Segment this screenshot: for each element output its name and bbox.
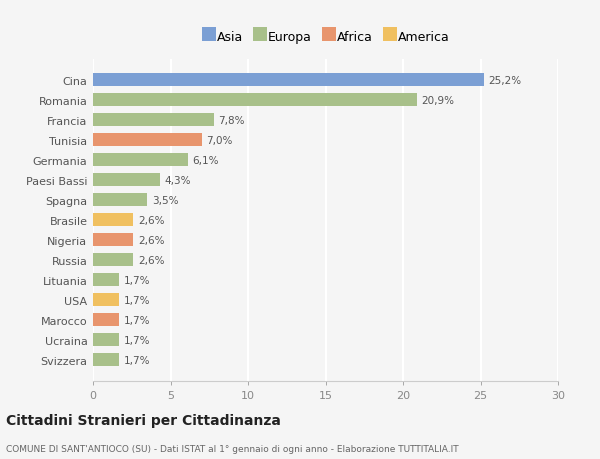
Bar	[93, 134, 202, 147]
Bar	[93, 154, 188, 167]
Bar	[93, 174, 160, 187]
Text: 1,7%: 1,7%	[124, 335, 151, 345]
Text: 20,9%: 20,9%	[422, 96, 455, 106]
Text: 7,8%: 7,8%	[218, 116, 245, 126]
Text: 2,6%: 2,6%	[138, 235, 164, 245]
Bar	[93, 214, 133, 227]
Text: 6,1%: 6,1%	[192, 156, 218, 166]
Bar	[93, 254, 133, 267]
Text: 25,2%: 25,2%	[488, 76, 521, 86]
Bar	[93, 94, 417, 107]
Text: 3,5%: 3,5%	[152, 196, 178, 205]
Text: 4,3%: 4,3%	[164, 175, 191, 185]
Bar	[93, 334, 119, 347]
Text: 2,6%: 2,6%	[138, 255, 164, 265]
Bar	[93, 194, 147, 207]
Bar	[93, 353, 119, 366]
Bar	[93, 74, 484, 87]
Bar	[93, 294, 119, 307]
Text: 1,7%: 1,7%	[124, 315, 151, 325]
Text: 7,0%: 7,0%	[206, 135, 233, 146]
Text: 2,6%: 2,6%	[138, 215, 164, 225]
Text: Cittadini Stranieri per Cittadinanza: Cittadini Stranieri per Cittadinanza	[6, 414, 281, 428]
Text: 1,7%: 1,7%	[124, 295, 151, 305]
Bar	[93, 114, 214, 127]
Bar	[93, 274, 119, 286]
Bar	[93, 313, 119, 326]
Text: 1,7%: 1,7%	[124, 275, 151, 285]
Legend: Asia, Europa, Africa, America: Asia, Europa, Africa, America	[198, 28, 453, 48]
Bar	[93, 234, 133, 247]
Text: COMUNE DI SANT'ANTIOCO (SU) - Dati ISTAT al 1° gennaio di ogni anno - Elaborazio: COMUNE DI SANT'ANTIOCO (SU) - Dati ISTAT…	[6, 444, 458, 453]
Text: 1,7%: 1,7%	[124, 355, 151, 365]
